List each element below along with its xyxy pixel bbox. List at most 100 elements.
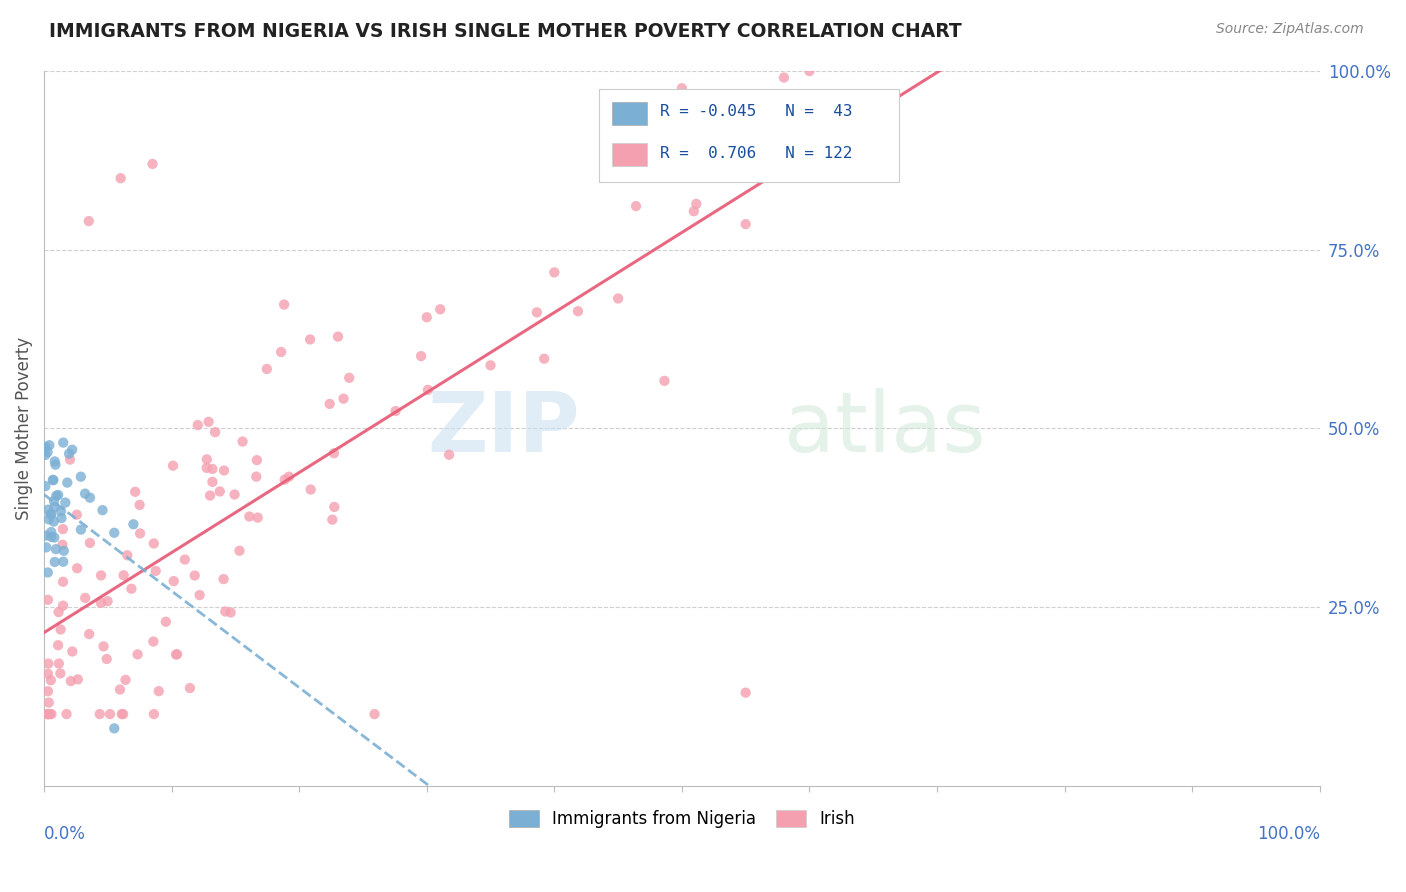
Point — [232, 434, 254, 449]
Point — [52, 574, 75, 589]
Point — [321, 513, 343, 527]
Point — [128, 498, 150, 512]
Point — [39, 707, 62, 722]
Point — [38, 512, 60, 526]
Bar — [612, 144, 647, 166]
Point — [48, 657, 70, 671]
Point — [654, 374, 676, 388]
Point — [127, 648, 149, 662]
Point — [49, 623, 72, 637]
Point — [51, 511, 73, 525]
Point — [60, 644, 83, 658]
Point — [197, 415, 219, 429]
Point — [59, 452, 82, 467]
Point — [224, 487, 246, 501]
Point — [201, 462, 224, 476]
Point — [411, 349, 433, 363]
Point — [42, 473, 65, 487]
Point — [124, 484, 146, 499]
Point — [678, 127, 700, 141]
Point — [148, 684, 170, 698]
Point — [52, 522, 75, 536]
Point — [58, 447, 80, 461]
Point — [103, 722, 125, 736]
Point — [543, 265, 565, 279]
Point — [37, 707, 59, 722]
Point — [34, 479, 56, 493]
Point — [129, 526, 152, 541]
Text: ZIP: ZIP — [427, 388, 579, 469]
Point — [166, 647, 188, 661]
Point — [91, 503, 114, 517]
Point — [533, 351, 555, 366]
Point — [142, 536, 165, 550]
Point — [77, 214, 100, 228]
Point — [201, 475, 224, 489]
Point — [35, 541, 58, 555]
Point — [39, 524, 62, 539]
Point — [77, 627, 100, 641]
Point — [299, 483, 322, 497]
Text: Source: ZipAtlas.com: Source: ZipAtlas.com — [1216, 22, 1364, 37]
Point — [145, 564, 167, 578]
Point — [52, 599, 75, 613]
Point — [59, 674, 82, 689]
Point — [323, 446, 346, 460]
Point — [429, 302, 451, 317]
Point — [323, 500, 346, 514]
Point — [93, 640, 115, 654]
Point — [49, 666, 72, 681]
Point — [256, 362, 278, 376]
Point — [42, 494, 65, 508]
Point — [326, 329, 349, 343]
Point — [79, 491, 101, 505]
Point — [204, 425, 226, 439]
Point — [416, 383, 439, 397]
Text: R =  0.706   N = 122: R = 0.706 N = 122 — [661, 145, 852, 161]
Point — [416, 310, 439, 325]
Point — [567, 304, 589, 318]
Point — [624, 199, 647, 213]
Point — [46, 638, 69, 652]
Point — [526, 305, 548, 319]
Point — [52, 543, 75, 558]
Point — [246, 453, 269, 467]
Point — [110, 171, 132, 186]
Point — [142, 634, 165, 648]
FancyBboxPatch shape — [599, 89, 898, 182]
Point — [228, 543, 250, 558]
Point — [117, 549, 139, 563]
Bar — [612, 102, 647, 125]
Point — [114, 673, 136, 687]
Point — [37, 502, 59, 516]
Point — [37, 684, 59, 698]
Point — [273, 473, 295, 487]
Point — [277, 469, 299, 483]
Point — [165, 648, 187, 662]
Point — [90, 596, 112, 610]
Point — [37, 566, 59, 580]
Point — [112, 707, 135, 722]
Point — [53, 495, 76, 509]
Point — [75, 591, 97, 605]
Point — [212, 572, 235, 586]
Point — [112, 568, 135, 582]
Point — [44, 531, 66, 545]
Point — [108, 682, 131, 697]
Point — [273, 297, 295, 311]
Point — [163, 574, 186, 588]
Point — [52, 435, 75, 450]
Point — [162, 458, 184, 473]
Point — [44, 458, 66, 472]
Point — [195, 461, 218, 475]
Text: IMMIGRANTS FROM NIGERIA VS IRISH SINGLE MOTHER POVERTY CORRELATION CHART: IMMIGRANTS FROM NIGERIA VS IRISH SINGLE … — [49, 22, 962, 41]
Point — [37, 657, 59, 671]
Point — [773, 70, 796, 85]
Point — [46, 488, 69, 502]
Point — [188, 588, 211, 602]
Point — [34, 448, 56, 462]
Point — [49, 504, 72, 518]
Point — [299, 333, 322, 347]
Text: 0.0%: 0.0% — [44, 825, 86, 843]
Point — [44, 454, 66, 468]
